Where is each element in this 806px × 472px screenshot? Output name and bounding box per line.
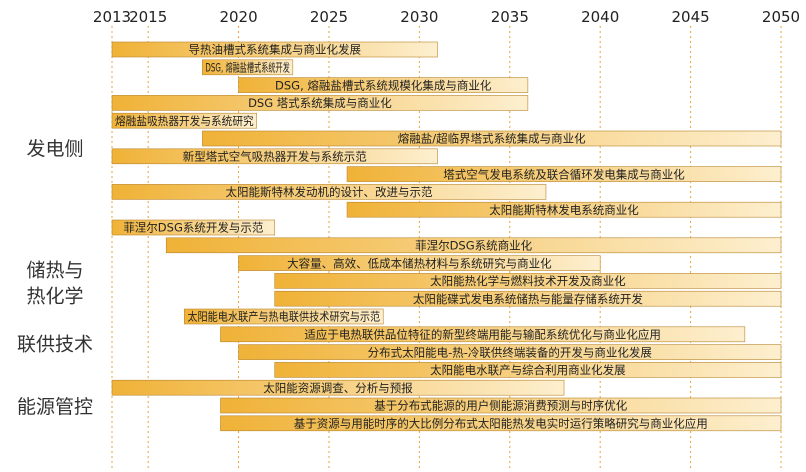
task-bar: 新型塔式空气吸热器开发与系统示范 [111, 148, 438, 165]
task-bar: DSG, 熔融盐槽式系统规模化集成与商业化 [238, 77, 529, 93]
task-bar-rect [165, 237, 782, 254]
category-label: 能源管控 [17, 396, 93, 418]
task-bar-rect [202, 130, 782, 147]
x-tick-label: 2015 [129, 8, 167, 26]
task-bar-rect [184, 308, 384, 325]
task-bar: 菲涅尔DSG系统开发与示范 [111, 219, 276, 236]
task-bar-rect [202, 59, 294, 76]
task-bar-rect [238, 77, 529, 93]
task-label: 太阳能热化学与燃料技术开发及商业化 [430, 274, 626, 288]
task-bar-rect [111, 112, 257, 129]
task-bar: 基于分布式能源的用户侧能源消费预测与时序优化 [220, 397, 782, 414]
task-bar-rect [274, 273, 782, 289]
task-bar: 熔融盐吸热器开发与系统研究 [111, 112, 257, 129]
task-bar: 菲涅尔DSG系统商业化 [165, 237, 782, 254]
task-label: DSG, 熔融盐槽式系统规模化集成与商业化 [275, 78, 492, 92]
task-bar-rect [346, 201, 782, 218]
task-bar: 太阳能电水联产与热电联供技术研究与示范 [184, 308, 384, 325]
task-bar-rect [111, 184, 547, 200]
task-bars: 导热油槽式系统集成与商业化发展 DSG, 熔融盐槽式系统开发 DSG, 熔融盐槽式系… [111, 41, 782, 432]
task-bar: 导热油槽式系统集成与商业化发展 [111, 41, 438, 58]
x-tick-label: 2030 [400, 8, 438, 26]
task-bar-rect [220, 397, 782, 414]
task-label: 导热油槽式系统集成与商业化发展 [188, 43, 361, 57]
task-bar: 熔融盐/超临界塔式系统集成与商业化 [202, 130, 782, 147]
task-bar-rect [238, 344, 782, 360]
task-label: 菲涅尔DSG系统开发与示范 [123, 221, 264, 235]
task-bar-rect [274, 290, 782, 307]
task-bar-rect [111, 148, 438, 165]
task-label: 分布式太阳能电-热-冷联供终端装备的开发与商业化发展 [368, 345, 653, 359]
task-label: DSG, 熔融盐槽式系统开发 [205, 61, 290, 75]
x-tick-label: 2045 [672, 8, 710, 26]
x-tick-label: 2013 [93, 8, 131, 26]
task-bar-rect [346, 166, 782, 182]
task-label: 基于资源与用能时序的大比例分布式太阳能热发电实时运行策略研究与商业化应用 [294, 417, 708, 431]
task-bar-rect [238, 255, 601, 271]
task-bar: DSG 塔式系统集成与商业化 [111, 95, 529, 111]
x-tick-label: 2040 [581, 8, 619, 26]
task-bar: DSG, 熔融盐槽式系统开发 [202, 59, 294, 76]
task-label: 太阳能资源调查、分析与预报 [263, 381, 413, 395]
task-label: 熔融盐吸热器开发与系统研究 [115, 114, 254, 128]
task-label: 菲涅尔DSG系统商业化 [415, 239, 533, 253]
x-tick-label: 2035 [491, 8, 529, 26]
category-label: 联供技术 [17, 334, 93, 356]
task-bar: 太阳能电水联产与综合利用商业化发展 [274, 362, 782, 378]
task-bar-rect [220, 415, 782, 432]
task-bar: 太阳能斯特林发电系统商业化 [346, 201, 782, 218]
task-label: 塔式空气发电系统及联合循环发电集成与商业化 [443, 167, 685, 181]
task-bar: 太阳能碟式发电系统储热与能量存储系统开发 [274, 290, 782, 307]
task-label: 适应于电热联供品位特征的新型终端用能与输配系统优化与商业化应用 [304, 328, 661, 342]
task-bar: 分布式太阳能电-热-冷联供终端装备的开发与商业化发展 [238, 344, 782, 360]
task-label: 基于分布式能源的用户侧能源消费预测与时序优化 [374, 399, 627, 413]
category-label: 储热与热化学 [26, 259, 83, 307]
task-bar: 适应于电热联供品位特征的新型终端用能与输配系统优化与商业化应用 [220, 326, 746, 343]
task-bar-rect [111, 379, 565, 396]
x-tick-label: 2025 [310, 8, 348, 26]
task-label: 新型塔式空气吸热器开发与系统示范 [183, 150, 367, 164]
task-bar-rect [111, 95, 529, 111]
task-bar: 太阳能斯特林发动机的设计、改进与示范 [111, 184, 547, 200]
task-label: DSG 塔式系统集成与商业化 [248, 96, 392, 110]
task-bar: 基于资源与用能时序的大比例分布式太阳能热发电实时运行策略研究与商业化应用 [220, 415, 782, 432]
task-bar: 塔式空气发电系统及联合循环发电集成与商业化 [346, 166, 782, 182]
task-bar-rect [274, 362, 782, 378]
task-bar: 大容量、高效、低成本储热材料与系统研究与商业化 [238, 255, 601, 271]
task-label: 太阳能斯特林发电系统商业化 [489, 203, 639, 217]
task-label: 大容量、高效、低成本储热材料与系统研究与商业化 [287, 256, 552, 270]
task-bar-rect [111, 41, 438, 58]
task-bar: 太阳能资源调查、分析与预报 [111, 379, 565, 396]
task-label: 太阳能碟式发电系统储热与能量存储系统开发 [413, 292, 643, 306]
task-label: 熔融盐/超临界塔式系统集成与商业化 [398, 132, 586, 146]
task-label: 太阳能斯特林发动机的设计、改进与示范 [225, 185, 432, 199]
task-bar-rect [111, 219, 276, 236]
task-label: 太阳能电水联产与综合利用商业化发展 [430, 363, 626, 377]
x-tick-label: 2050 [762, 8, 800, 26]
task-bar: 太阳能热化学与燃料技术开发及商业化 [274, 273, 782, 289]
task-bar-rect [220, 326, 746, 343]
task-label: 太阳能电水联产与热电联供技术研究与示范 [187, 310, 380, 324]
category-label: 发电侧 [26, 138, 83, 160]
x-tick-label: 2020 [219, 8, 257, 26]
